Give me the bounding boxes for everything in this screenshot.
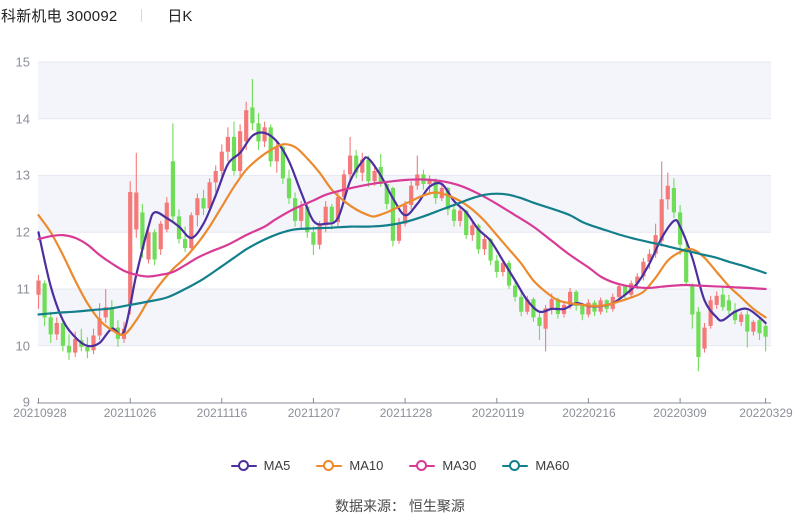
y-axis-label: 11 [16,281,31,297]
chart-header: 科新机电 300092 日K [1,5,192,25]
x-axis-label: 20220309 [653,406,707,420]
legend-item-ma30[interactable]: MA30 [409,458,476,473]
x-axis-label: 20220329 [739,406,793,420]
title-divider [141,8,143,22]
ma60-legend-marker-icon [502,459,529,473]
y-axis-label: 13 [15,167,30,183]
y-axis-label: 15 [15,54,30,70]
legend-label-ma30: MA30 [442,458,477,473]
y-axis-label: 14 [15,111,30,127]
x-axis-label: 20211116 [196,406,248,420]
y-axis-label: 9 [22,394,30,410]
stock-title: 科新机电 300092 [1,7,118,25]
y-axis-label: 10 [15,338,30,354]
legend-label-ma5: MA5 [263,458,291,473]
legend-label-ma60: MA60 [535,458,570,473]
legend-item-ma10[interactable]: MA10 [316,458,383,473]
x-axis-label: 20211026 [103,406,157,420]
x-axis-label: 20220216 [562,406,616,420]
legend-item-ma5[interactable]: MA5 [230,458,291,473]
ma30-legend-marker-icon [409,459,436,473]
period-tab-daily-k[interactable]: 日K [167,7,193,25]
x-axis-label: 20211228 [379,406,433,420]
legend-item-ma60[interactable]: MA60 [502,458,569,473]
x-axis-label: 20210928 [13,406,67,420]
ma10-legend-marker-icon [316,459,343,473]
x-axis-label: 20220119 [471,406,525,420]
x-axis-label: 20211207 [287,406,341,420]
ma5-legend-marker-icon [230,459,257,473]
y-axis-label: 12 [15,224,30,240]
legend-label-ma10: MA10 [349,458,384,473]
data-source-label: 数据来源： 恒生聚源 [335,498,465,514]
chart-legend: MA5 MA10 MA30 MA60 [0,458,800,473]
